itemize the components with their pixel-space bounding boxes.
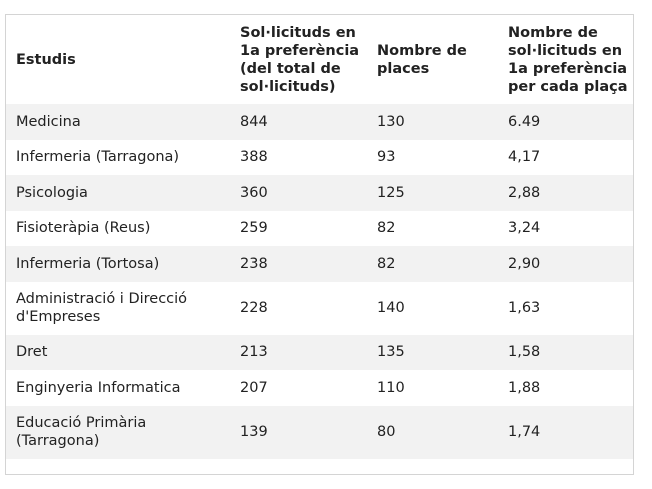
cell-applications: 139 xyxy=(230,405,367,459)
cell-ratio: 2,88 xyxy=(498,175,633,211)
cell-applications: 844 xyxy=(230,104,367,140)
cell-studies: Educació Primària (Tarragona) xyxy=(6,405,230,459)
cell-studies: Medicina xyxy=(6,104,230,140)
header-number-of-places: Nombre de places xyxy=(377,42,467,77)
table-row: Enginyeria Informatica 207 110 1,88 xyxy=(6,370,633,406)
cell-studies: Psicologia xyxy=(6,175,230,211)
cell-places: 130 xyxy=(367,104,498,140)
table-row: Medicina 844 130 6.49 xyxy=(6,104,633,140)
cell-studies: Enginyeria Informatica xyxy=(6,370,230,406)
table-row: Dret 213 135 1,58 xyxy=(6,334,633,370)
cell-studies: Fisioteràpia (Reus) xyxy=(6,210,230,246)
table-body: Medicina 844 130 6.49 Infermeria (Tarrag… xyxy=(6,104,633,459)
cell-places: 125 xyxy=(367,175,498,211)
cell-places: 140 xyxy=(367,281,498,335)
cell-places: 82 xyxy=(367,246,498,282)
cell-ratio: 1,58 xyxy=(498,334,633,370)
cell-applications: 388 xyxy=(230,139,367,175)
cell-applications: 259 xyxy=(230,210,367,246)
cell-applications: 360 xyxy=(230,175,367,211)
table-row: Administració i Direcció d'Empreses 228 … xyxy=(6,281,633,335)
cell-places: 80 xyxy=(367,405,498,459)
table-header: Estudis Sol·licituds en 1a preferència (… xyxy=(6,15,633,104)
cell-applications: 228 xyxy=(230,281,367,335)
table-row: Infermeria (Tortosa) 238 82 2,90 xyxy=(6,246,633,282)
header-first-preference-applications: Sol·licituds en 1a preferència (del tota… xyxy=(240,24,360,95)
cell-places: 110 xyxy=(367,370,498,406)
table-row: Educació Primària (Tarragona) 139 80 1,7… xyxy=(6,405,633,459)
header-applications-per-place: Nombre de sol·licituds en 1a preferència… xyxy=(508,24,628,95)
cell-ratio: 1,63 xyxy=(498,281,633,335)
cell-studies: Administració i Direcció d'Empreses xyxy=(6,281,230,335)
cell-applications: 207 xyxy=(230,370,367,406)
header-studies: Estudis xyxy=(16,51,76,68)
cell-ratio: 6.49 xyxy=(498,104,633,140)
cell-studies: Infermeria (Tarragona) xyxy=(6,139,230,175)
applications-table: Estudis Sol·licituds en 1a preferència (… xyxy=(6,15,633,459)
cell-places: 93 xyxy=(367,139,498,175)
table-row: Psicologia 360 125 2,88 xyxy=(6,175,633,211)
table-row: Fisioteràpia (Reus) 259 82 3,24 xyxy=(6,210,633,246)
cell-ratio: 1,88 xyxy=(498,370,633,406)
cell-studies: Dret xyxy=(6,334,230,370)
cell-applications: 213 xyxy=(230,334,367,370)
cell-places: 82 xyxy=(367,210,498,246)
cell-ratio: 1,74 xyxy=(498,405,633,459)
cell-ratio: 4,17 xyxy=(498,139,633,175)
cell-ratio: 2,90 xyxy=(498,246,633,282)
table-container: Estudis Sol·licituds en 1a preferència (… xyxy=(5,14,634,475)
cell-ratio: 3,24 xyxy=(498,210,633,246)
cell-applications: 238 xyxy=(230,246,367,282)
table-row: Infermeria (Tarragona) 388 93 4,17 xyxy=(6,139,633,175)
cell-studies: Infermeria (Tortosa) xyxy=(6,246,230,282)
header-row: Estudis Sol·licituds en 1a preferència (… xyxy=(6,15,633,104)
cell-places: 135 xyxy=(367,334,498,370)
